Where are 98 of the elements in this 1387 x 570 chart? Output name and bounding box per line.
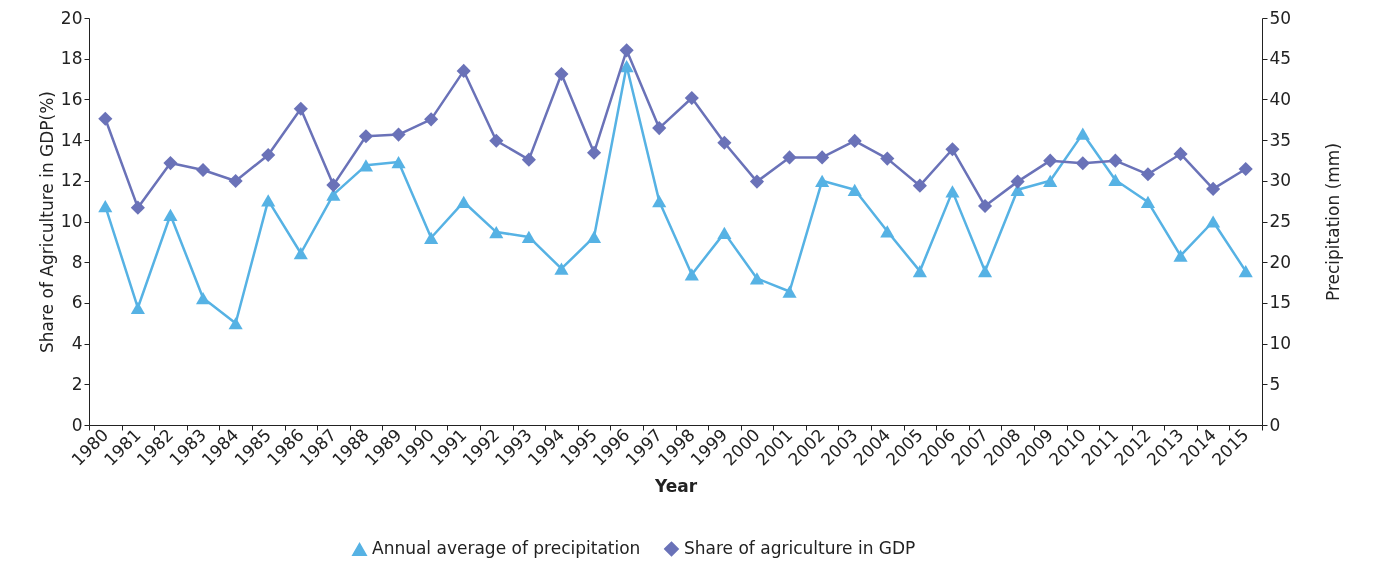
point	[195, 291, 211, 305]
point	[912, 265, 927, 278]
point	[130, 301, 145, 314]
point	[1238, 265, 1253, 278]
y2-tick-label: 20	[1269, 251, 1292, 272]
point	[489, 133, 504, 148]
point	[847, 133, 862, 148]
point	[684, 268, 699, 281]
point	[228, 173, 243, 189]
point	[945, 142, 960, 157]
y2-tick-label: 10	[1269, 333, 1292, 354]
point	[749, 174, 765, 189]
point	[880, 151, 895, 166]
point	[163, 156, 178, 171]
point	[489, 225, 504, 239]
point	[391, 127, 406, 142]
point	[717, 226, 732, 240]
y2-tick-label: 40	[1269, 88, 1292, 109]
point	[521, 152, 536, 167]
y2-axis-title: Precipitation (mm)	[1323, 142, 1344, 302]
y-tick-label: 14	[60, 129, 83, 150]
point	[684, 90, 699, 106]
point	[293, 101, 308, 116]
point	[1173, 249, 1188, 262]
y-tick-label: 6	[71, 292, 83, 313]
y2-tick-label: 25	[1269, 211, 1292, 231]
point	[1075, 156, 1090, 171]
point	[521, 230, 536, 244]
point	[880, 225, 895, 238]
y2-tick-label: 35	[1269, 129, 1292, 150]
y-tick-label: 8	[71, 251, 83, 272]
y-tick-label: 12	[60, 170, 83, 191]
point	[619, 43, 634, 58]
point	[945, 185, 960, 198]
y2-tick-label: 30	[1269, 170, 1292, 191]
point	[619, 59, 634, 73]
y2-tick-label: 5	[1269, 373, 1281, 394]
point	[717, 135, 732, 150]
point	[912, 178, 927, 193]
point	[98, 199, 113, 213]
point	[1108, 153, 1123, 168]
y2-tick-label: 15	[1269, 292, 1292, 313]
y2-tick-label: 45	[1269, 48, 1292, 69]
point	[456, 195, 471, 209]
point	[1206, 181, 1221, 197]
point	[195, 162, 211, 178]
y2-tick-label: 0	[1269, 414, 1281, 435]
point	[1043, 174, 1058, 187]
point	[424, 231, 439, 244]
point	[1238, 161, 1253, 177]
point	[228, 317, 243, 330]
point	[1108, 173, 1123, 187]
point	[782, 285, 797, 298]
point	[977, 265, 993, 278]
y-tick-label: 10	[60, 211, 83, 231]
y-tick-label: 0	[71, 414, 83, 435]
point	[652, 195, 667, 208]
point	[391, 155, 406, 169]
point	[358, 159, 374, 172]
legend-label: Annual average of precipitation	[372, 538, 641, 559]
point	[847, 183, 862, 196]
point	[1075, 127, 1090, 140]
point	[261, 147, 276, 163]
point	[98, 111, 113, 126]
y-tick-label: 4	[71, 333, 83, 354]
y-tick-label: 20	[60, 7, 83, 28]
x-axis-title: Year	[653, 475, 698, 496]
point	[977, 198, 993, 214]
y-tick-label: 16	[60, 88, 83, 109]
point	[163, 208, 178, 222]
point	[1140, 167, 1156, 182]
point	[554, 262, 569, 275]
point	[326, 188, 341, 201]
point	[554, 66, 569, 82]
point	[586, 145, 602, 160]
y2-tick-label: 50	[1269, 7, 1292, 28]
point	[1043, 153, 1058, 168]
y-axis-title: Share of Agriculture in GDP(%)	[36, 91, 57, 353]
point	[293, 247, 308, 260]
point	[815, 174, 830, 187]
point	[815, 150, 830, 165]
point	[1206, 215, 1221, 228]
point	[782, 150, 797, 165]
point	[652, 121, 667, 136]
point	[130, 200, 145, 215]
point	[326, 178, 341, 193]
point	[586, 230, 602, 244]
y-tick-label: 18	[60, 48, 83, 69]
point	[261, 194, 276, 207]
point	[1140, 195, 1156, 209]
point	[1010, 174, 1025, 189]
point	[358, 129, 374, 144]
point	[1173, 146, 1188, 162]
point	[749, 272, 765, 285]
point	[456, 63, 471, 78]
legend-label: Share of agriculture in GDP	[684, 537, 916, 558]
point	[424, 112, 439, 127]
y-tick-label: 2	[71, 373, 83, 394]
